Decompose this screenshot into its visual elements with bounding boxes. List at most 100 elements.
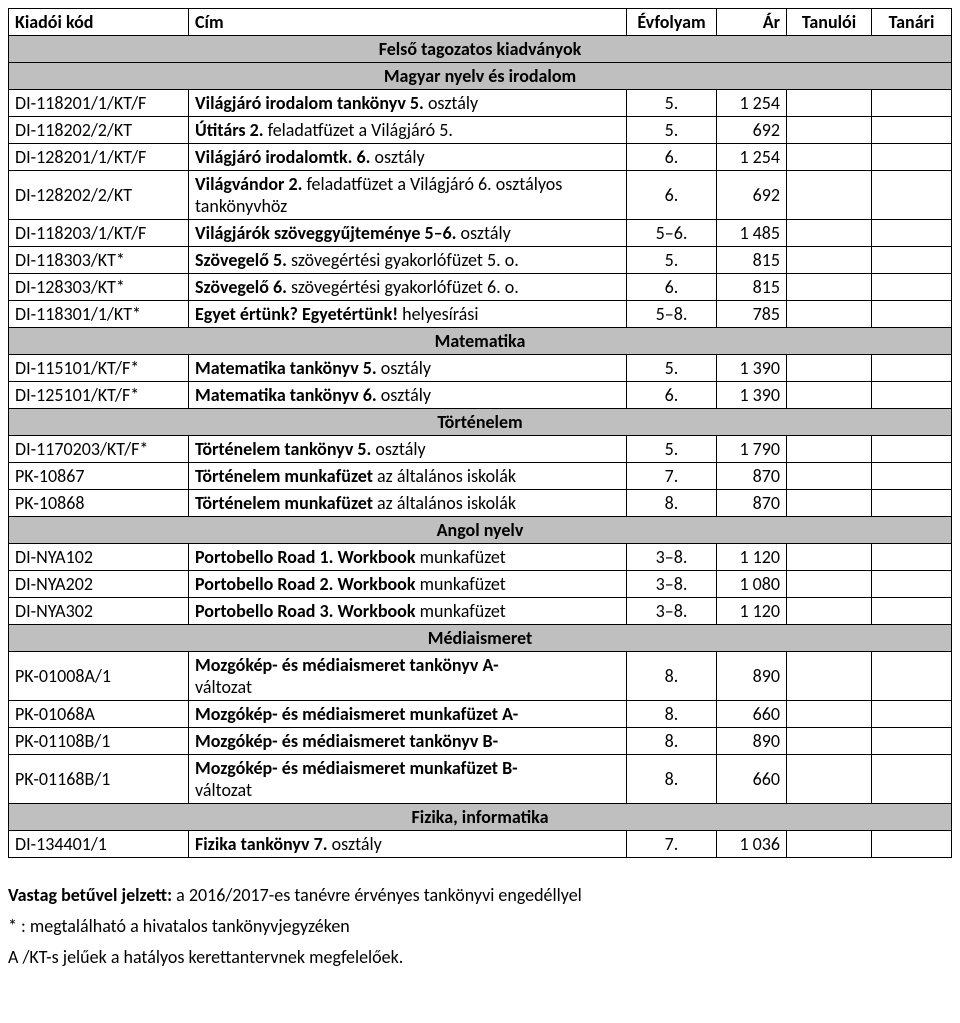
title-rest: osztály (371, 438, 425, 460)
cell-student (787, 701, 872, 728)
cell-grade: 6. (627, 382, 717, 409)
cell-title: Szövegelő 5. szövegértési gyakorlófüzet … (189, 247, 627, 274)
cell-student (787, 831, 872, 858)
section-title: Matematika (9, 328, 952, 355)
note-asterisk: * : megtalálható a hivatalos tankönyvjeg… (8, 913, 952, 940)
cell-teacher (872, 90, 952, 117)
title-bold: Egyet értünk? Egyetértünk! (195, 303, 398, 325)
table-row: DI-118301/1/KT*Egyet értünk? Egyetértünk… (9, 301, 952, 328)
section-title: Fizika, informatika (9, 804, 952, 831)
cell-teacher (872, 598, 952, 625)
cell-student (787, 117, 872, 144)
table-row: PK-10868Történelem munkafüzet az általán… (9, 490, 952, 517)
cell-code: PK-10868 (9, 490, 189, 517)
cell-title: Portobello Road 1. Workbook munkafüzet (189, 544, 627, 571)
cell-grade: 7. (627, 463, 717, 490)
cell-student (787, 755, 872, 804)
title-rest: feladatfüzet a Világjáró 5. (264, 119, 453, 141)
table-row: DI-128303/KT*Szövegelő 6. szövegértési g… (9, 274, 952, 301)
table-row: DI-125101/KT/F*Matematika tankönyv 6. os… (9, 382, 952, 409)
cell-title: Mozgókép- és médiaismeret tankönyv B- (189, 728, 627, 755)
cell-price: 815 (717, 247, 787, 274)
cell-code: DI-118201/1/KT/F (9, 90, 189, 117)
cell-student (787, 144, 872, 171)
cell-student (787, 652, 872, 701)
section-title: Médiaismeret (9, 625, 952, 652)
table-row: DI-118201/1/KT/FVilágjáró irodalom tankö… (9, 90, 952, 117)
cell-code: PK-01068A (9, 701, 189, 728)
cell-grade: 5. (627, 117, 717, 144)
cell-teacher (872, 436, 952, 463)
cell-price: 660 (717, 701, 787, 728)
cell-code: DI-NYA102 (9, 544, 189, 571)
table-row: DI-118203/1/KT/FVilágjárók szöveggyűjtem… (9, 220, 952, 247)
cell-price: 1 790 (717, 436, 787, 463)
cell-price: 1 036 (717, 831, 787, 858)
title-rest: szövegértési gyakorlófüzet 6. o. (287, 276, 519, 298)
title-bold: Világjárók szöveggyűjteménye 5–6. (195, 222, 456, 244)
cell-teacher (872, 571, 952, 598)
cell-title: Világjáró irodalomtk. 6. osztály (189, 144, 627, 171)
title-rest: munkafüzet (416, 573, 506, 595)
cell-price: 870 (717, 463, 787, 490)
cell-price: 1 120 (717, 598, 787, 625)
cell-code: DI-118303/KT* (9, 247, 189, 274)
title-bold: Történelem munkafüzet (195, 492, 373, 514)
cell-grade: 5. (627, 355, 717, 382)
table-row: PK-01168B/1Mozgókép- és médiaismeret mun… (9, 755, 952, 804)
note-kt: A /KT-s jelűek a hatályos kerettantervne… (8, 944, 952, 971)
cell-code: DI-134401/1 (9, 831, 189, 858)
cell-grade: 6. (627, 144, 717, 171)
cell-title: Szövegelő 6. szövegértési gyakorlófüzet … (189, 274, 627, 301)
note-bold-label: Vastag betűvel jelzett: (8, 884, 172, 906)
title-bold: Fizika tankönyv 7. (195, 833, 328, 855)
title-rest: osztály (370, 146, 424, 168)
cell-student (787, 436, 872, 463)
cell-teacher (872, 490, 952, 517)
cell-code: DI-118301/1/KT* (9, 301, 189, 328)
cell-code: PK-01108B/1 (9, 728, 189, 755)
cell-teacher (872, 274, 952, 301)
cell-grade: 3–8. (627, 571, 717, 598)
cell-grade: 5. (627, 247, 717, 274)
cell-student (787, 598, 872, 625)
cell-student (787, 571, 872, 598)
cell-teacher (872, 301, 952, 328)
cell-teacher (872, 171, 952, 220)
textbook-table: Kiadói kódCímÉvfolyamÁrTanulóiTanáriFels… (8, 8, 952, 858)
cell-student (787, 171, 872, 220)
title-rest: osztály (377, 357, 431, 379)
cell-grade: 8. (627, 652, 717, 701)
table-row: DI-128201/1/KT/FVilágjáró irodalomtk. 6.… (9, 144, 952, 171)
cell-teacher (872, 831, 952, 858)
cell-student (787, 274, 872, 301)
table-row: DI-NYA102Portobello Road 1. Workbook mun… (9, 544, 952, 571)
title-bold: Matematika tankönyv 5. (195, 357, 377, 379)
title-rest: osztály (456, 222, 510, 244)
section-title: Felső tagozatos kiadványok (9, 36, 952, 63)
cell-student (787, 247, 872, 274)
table-row: DI-134401/1Fizika tankönyv 7. osztály7.1… (9, 831, 952, 858)
cell-code: PK-10867 (9, 463, 189, 490)
cell-student (787, 490, 872, 517)
cell-title: Mozgókép- és médiaismeret munkafüzet B-v… (189, 755, 627, 804)
table-row: PK-10867Történelem munkafüzet az általán… (9, 463, 952, 490)
section-header: Magyar nyelv és irodalom (9, 63, 952, 90)
cell-teacher (872, 220, 952, 247)
title-rest: munkafüzet (416, 546, 506, 568)
title-bold: Mozgókép- és médiaismeret tankönyv A- (195, 654, 499, 676)
table-header-row: Kiadói kódCímÉvfolyamÁrTanulóiTanári (9, 9, 952, 36)
cell-price: 1 120 (717, 544, 787, 571)
table-row: PK-01008A/1Mozgókép- és médiaismeret tan… (9, 652, 952, 701)
cell-grade: 8. (627, 755, 717, 804)
cell-title: Egyet értünk? Egyetértünk! helyesírási (189, 301, 627, 328)
cell-price: 785 (717, 301, 787, 328)
cell-grade: 8. (627, 490, 717, 517)
cell-code: DI-NYA302 (9, 598, 189, 625)
cell-student (787, 463, 872, 490)
title-rest: változat (195, 779, 252, 801)
cell-price: 815 (717, 274, 787, 301)
cell-grade: 3–8. (627, 598, 717, 625)
cell-title: Világjárók szöveggyűjteménye 5–6. osztál… (189, 220, 627, 247)
title-bold: Matematika tankönyv 6. (195, 384, 377, 406)
